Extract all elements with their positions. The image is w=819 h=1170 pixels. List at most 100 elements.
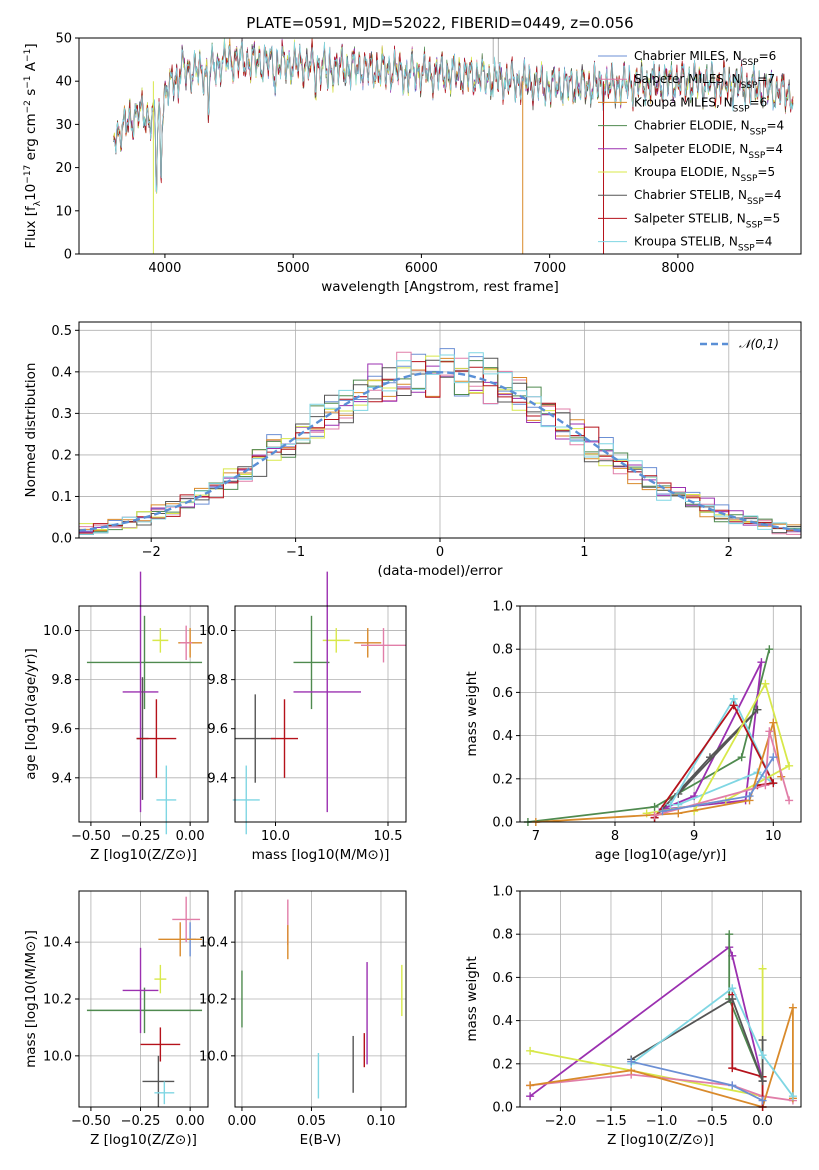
y-tick-label: 10.0 bbox=[43, 1049, 72, 1064]
y-tick-label: 20 bbox=[55, 161, 72, 176]
error-point bbox=[154, 1081, 175, 1105]
y-tick-label: 0.2 bbox=[492, 772, 513, 787]
chart-root: 4000 5000 6000 7000 800001020304050Chabrier … bbox=[23, 32, 802, 1148]
y-tick-label: 0.4 bbox=[492, 729, 513, 744]
legend-label: Kroupa ELODIE, NSSP=5 bbox=[634, 165, 775, 184]
x-tick-label: 8 bbox=[611, 829, 619, 844]
error-point bbox=[142, 1055, 175, 1107]
weight-line bbox=[630, 997, 764, 1082]
weight-marker bbox=[761, 781, 770, 790]
y-label-part: −1 bbox=[23, 75, 33, 88]
weight-marker bbox=[725, 930, 734, 939]
x-axis-label: (data-model)/error bbox=[377, 563, 503, 579]
plot-area bbox=[232, 571, 406, 835]
weight-line bbox=[630, 986, 794, 1097]
axes-frame bbox=[78, 321, 802, 539]
y-label-part: −1 bbox=[23, 49, 33, 62]
weight-marker bbox=[785, 796, 794, 805]
weight-marker bbox=[526, 1081, 535, 1090]
y-tick-label: 0.6 bbox=[492, 686, 513, 701]
y-tick-label: 0.5 bbox=[51, 324, 72, 339]
x-tick-label: −0.25 bbox=[121, 1114, 161, 1129]
weight-marker bbox=[765, 727, 774, 736]
x-axis-label: mass [log10(M/M⊙)] bbox=[252, 847, 390, 863]
legend-subscript: SSP bbox=[741, 81, 758, 91]
x-tick-label: −2.0 bbox=[545, 1114, 577, 1129]
weight-marker bbox=[785, 761, 794, 770]
weight-line bbox=[529, 945, 764, 1097]
y-tick-label: 10.2 bbox=[199, 993, 228, 1008]
x-tick-label: 0.05 bbox=[297, 1114, 326, 1129]
y-tick-label: 0.4 bbox=[492, 1014, 513, 1029]
weight-marker bbox=[769, 718, 778, 727]
plot-area bbox=[523, 645, 794, 826]
error-point bbox=[172, 896, 201, 943]
legend-label: Chabrier ELODIE, NSSP=4 bbox=[634, 119, 784, 138]
legend-value: =6 bbox=[759, 49, 777, 63]
legend-label: Kroupa STELIB, NSSP=4 bbox=[634, 235, 772, 254]
y-axis-label: mass [log10(M/M⊙)] bbox=[23, 930, 39, 1068]
axes-frame bbox=[519, 605, 802, 823]
legend-value: =5 bbox=[763, 211, 781, 225]
y-tick-label: 9.8 bbox=[51, 673, 72, 688]
x-tick-label: 2 bbox=[725, 545, 733, 560]
weight-line bbox=[731, 994, 764, 1107]
weight-marker bbox=[526, 1046, 535, 1055]
weight-marker bbox=[769, 753, 778, 762]
y-tick-label: 0.2 bbox=[492, 1057, 513, 1072]
y-tick-label: 0.0 bbox=[492, 1101, 513, 1116]
weight-marker bbox=[758, 1096, 767, 1105]
x-tick-label: 0.00 bbox=[176, 1114, 205, 1129]
x-tick-label: 9 bbox=[690, 829, 698, 844]
weight-marker bbox=[728, 984, 737, 993]
plot-area bbox=[113, 38, 794, 254]
y-tick-label: 0.1 bbox=[51, 490, 72, 505]
weight-marker bbox=[788, 1003, 797, 1012]
axes-frame bbox=[519, 890, 802, 1108]
error-point bbox=[152, 628, 169, 653]
weight-marker bbox=[526, 1092, 535, 1101]
weight-marker bbox=[757, 658, 766, 667]
weight-series bbox=[650, 727, 794, 820]
weight-marker bbox=[745, 792, 754, 801]
legend-label: Chabrier MILES, NSSP=6 bbox=[634, 49, 776, 68]
x-tick-label: 6000 bbox=[405, 261, 438, 276]
panel-z-vs-age: −0.50 −0.25 0.00 9.4 9.6 9.8 10.0 Z [log10(Z/Z⊙… bbox=[23, 571, 209, 863]
weight-marker bbox=[758, 964, 767, 973]
x-tick-label: −0.25 bbox=[121, 829, 161, 844]
weight-line bbox=[653, 709, 759, 819]
error-point bbox=[235, 694, 276, 783]
error-point bbox=[86, 615, 203, 710]
legend-subscript: SSP bbox=[733, 104, 750, 114]
error-point bbox=[232, 765, 260, 835]
error-point bbox=[122, 571, 159, 813]
y-tick-label: 10 bbox=[55, 204, 72, 219]
x-tick-label: 10.5 bbox=[374, 829, 403, 844]
legend-subscript: SSP bbox=[748, 151, 765, 161]
x-tick-label: 7000 bbox=[533, 261, 566, 276]
error-point bbox=[86, 987, 203, 1034]
weight-marker bbox=[627, 1057, 636, 1066]
weight-series bbox=[627, 1057, 767, 1105]
y-axis-label: Flux [fλ10−17 erg cm−2 s−1 A−1] bbox=[23, 43, 43, 248]
x-axis-label: wavelength [Angstrom, rest frame] bbox=[321, 279, 559, 295]
y-label-part: erg cm bbox=[23, 113, 39, 164]
x-tick-label: 0.00 bbox=[176, 829, 205, 844]
legend-value: =7 bbox=[757, 72, 775, 86]
x-tick-label: 7 bbox=[532, 829, 540, 844]
weight-marker bbox=[758, 1051, 767, 1060]
y-tick-label: 10.0 bbox=[199, 624, 228, 639]
panel-z-vs-weight: −2.0 −1.5 −1.0 −0.5 0.0 0.0 0.2 0.4 0.6 0.8 1.0 Z [… bbox=[464, 885, 802, 1148]
legend-subscript: SSP bbox=[738, 244, 755, 254]
legend-subscript: SSP bbox=[747, 197, 764, 207]
error-point bbox=[354, 628, 382, 658]
error-point bbox=[158, 922, 203, 957]
y-tick-label: 1.0 bbox=[492, 600, 513, 615]
plot-area bbox=[241, 899, 403, 1099]
x-tick-label: 5000 bbox=[277, 261, 310, 276]
y-tick-label: 0.8 bbox=[492, 928, 513, 943]
x-tick-label: 0.0 bbox=[752, 1114, 773, 1129]
error-point bbox=[361, 628, 406, 663]
y-tick-label: 10.4 bbox=[199, 936, 228, 951]
